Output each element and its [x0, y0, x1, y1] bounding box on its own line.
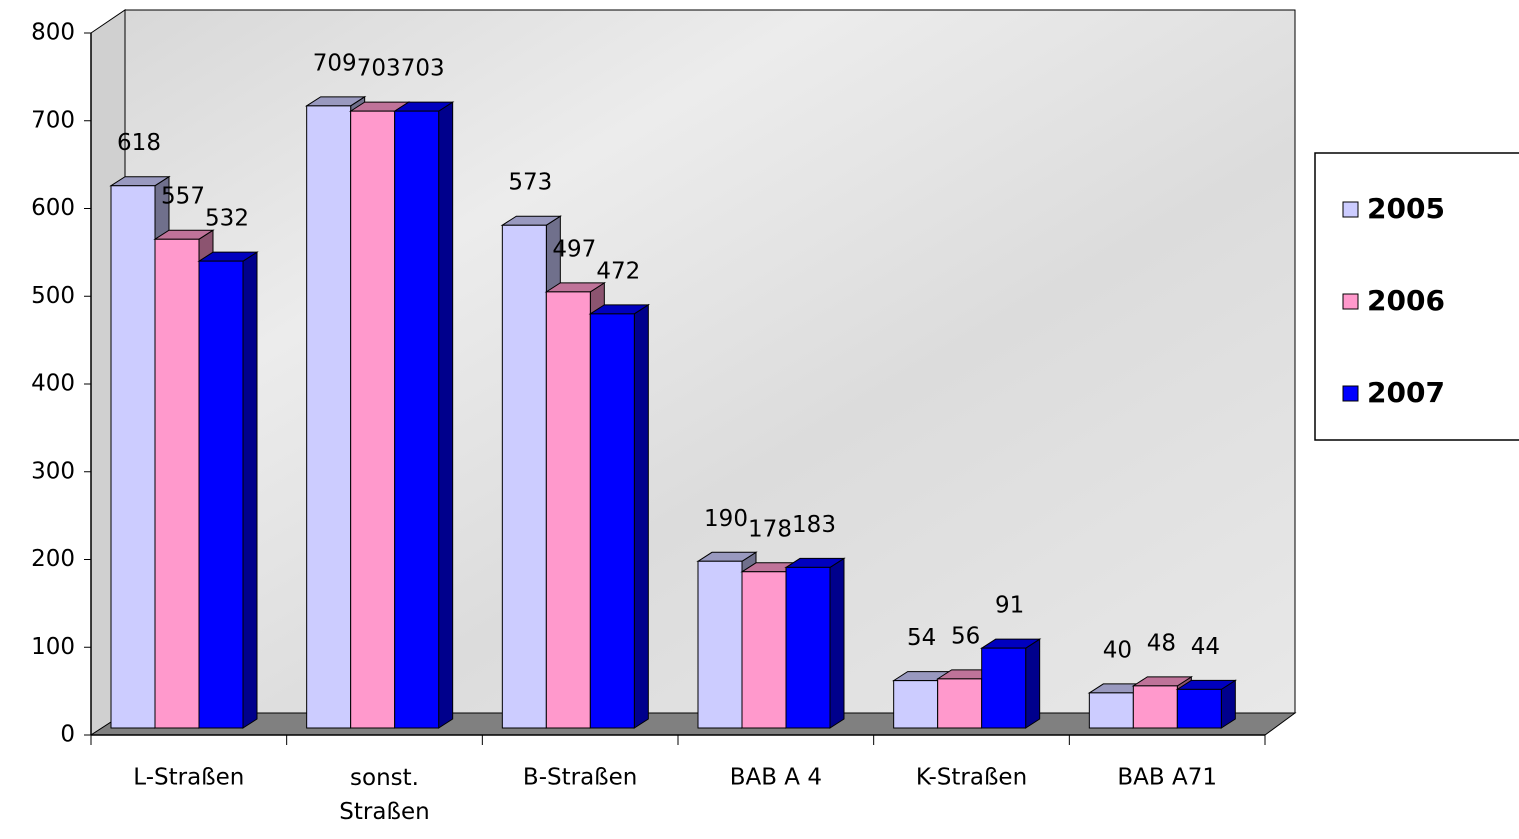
y-tick-label: 400	[31, 371, 75, 397]
legend-label: 2007	[1367, 376, 1445, 409]
value-label: 40	[1103, 637, 1132, 663]
value-label: 497	[552, 236, 596, 262]
bar-front	[697, 560, 743, 729]
bar-side	[1025, 638, 1041, 729]
legend-label: 2006	[1367, 284, 1445, 317]
bar-front	[350, 110, 396, 729]
x-tick-label: K-Straßen	[916, 765, 1027, 791]
bar-front	[394, 110, 440, 729]
bar-front	[306, 105, 352, 729]
value-label: 178	[748, 516, 792, 542]
legend-swatch	[1342, 201, 1359, 218]
bar-front	[981, 647, 1027, 729]
bar-side	[242, 251, 258, 729]
y-tick-label: 500	[31, 283, 75, 309]
legend-swatch	[1342, 385, 1359, 402]
bar-front	[893, 680, 939, 729]
x-tick-label: L-Straßen	[133, 765, 244, 791]
value-label: 557	[161, 184, 205, 210]
value-label: 573	[508, 170, 552, 196]
bar-side	[829, 557, 845, 729]
bar-front	[1132, 685, 1178, 729]
bar-front	[1176, 688, 1222, 729]
bar-side	[633, 303, 649, 729]
value-label: 190	[704, 506, 748, 532]
bar	[197, 251, 259, 729]
bar-front	[501, 224, 547, 729]
x-tick-label: B-Straßen	[523, 765, 637, 791]
bar-front	[1088, 692, 1134, 729]
y-tick-label: 0	[60, 722, 75, 748]
value-label: 709	[313, 50, 357, 76]
legend-swatch	[1342, 293, 1359, 310]
x-tick-label: sonst. Straßen	[339, 765, 429, 825]
value-label: 56	[951, 623, 980, 649]
bar-side	[438, 101, 454, 729]
value-label: 91	[995, 593, 1024, 619]
bar-front	[589, 313, 635, 729]
x-tick-label: BAB A71	[1117, 765, 1217, 791]
y-tick-label: 300	[31, 458, 75, 484]
bar	[392, 101, 455, 729]
y-tick-label: 700	[31, 107, 75, 133]
y-tick-label: 600	[31, 195, 75, 221]
value-label: 703	[401, 56, 445, 82]
y-tick-label: 800	[31, 20, 75, 46]
bar-front	[545, 291, 591, 729]
value-label: 472	[596, 258, 640, 284]
bar	[1175, 679, 1238, 729]
bar	[588, 303, 651, 729]
y-tick-label: 200	[31, 546, 75, 572]
y-tick-label: 100	[31, 634, 75, 660]
bar-front	[154, 238, 200, 729]
value-label: 44	[1191, 634, 1220, 660]
bar-front	[198, 260, 244, 729]
value-label: 54	[907, 625, 936, 651]
bar-front	[741, 571, 787, 729]
value-label: 532	[205, 206, 249, 232]
value-label: 618	[117, 130, 161, 156]
bar-front	[110, 185, 156, 729]
bar	[979, 638, 1042, 729]
bar-front	[937, 678, 983, 729]
bar	[784, 557, 846, 729]
legend-label: 2005	[1367, 192, 1445, 225]
value-label: 703	[357, 56, 401, 82]
x-tick-label: BAB A 4	[730, 765, 822, 791]
bar-front	[785, 566, 831, 729]
value-label: 48	[1147, 630, 1176, 656]
value-label: 183	[792, 512, 836, 538]
